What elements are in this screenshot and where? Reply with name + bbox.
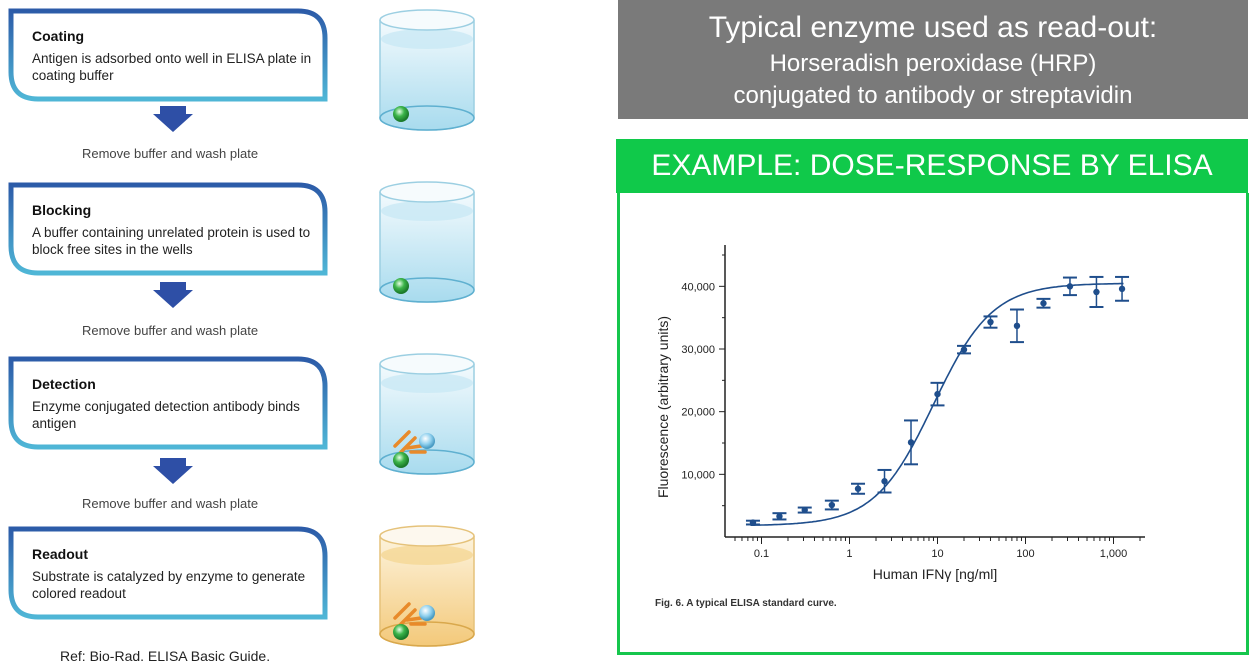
step-frame	[8, 356, 328, 450]
well-blocking-illustration	[379, 181, 475, 303]
step-description: Antigen is adsorbed onto well in ELISA p…	[32, 51, 312, 83]
well-detection-illustration	[379, 353, 475, 475]
dose-response-chart: 0.1 1 10 100 1,000 10,000 20,000 30,000 40,000 H…	[655, 245, 1145, 582]
y-tick-label: 30,000	[681, 344, 715, 356]
wash-step-label: Remove buffer and wash plate	[81, 323, 259, 338]
step-description: Enzyme conjugated detection antibody bin…	[32, 399, 300, 431]
step-title: Detection	[32, 376, 96, 392]
step-blocking: Blocking A buffer containing unrelated p…	[8, 182, 328, 276]
data-point	[1040, 300, 1047, 307]
step-title: Coating	[32, 28, 85, 44]
antibody-icon	[393, 602, 427, 626]
y-axis-label: Fluorescence (arbitrary units)	[655, 316, 671, 498]
y-tick-label: 40,000	[681, 281, 715, 293]
well-readout-illustration	[379, 525, 475, 647]
data-point	[828, 501, 836, 509]
example-banner: EXAMPLE: DOSE-RESPONSE BY ELISA	[616, 139, 1248, 193]
step-title: Readout	[32, 546, 88, 562]
step-title: Blocking	[32, 202, 92, 218]
data-point	[881, 478, 888, 485]
wash-step-label: Remove buffer and wash plate	[81, 146, 259, 161]
step-frame	[8, 8, 328, 102]
data-point	[1118, 285, 1126, 293]
x-tick-label: 100	[1016, 548, 1034, 560]
chart-frame	[617, 193, 1249, 655]
y-tick-label: 10,000	[681, 469, 715, 481]
step-description: Substrate is catalyzed by enzyme to gene…	[32, 569, 306, 601]
antigen-icon	[393, 278, 409, 294]
antigen-icon	[393, 106, 409, 122]
well-coating-illustration	[379, 9, 475, 131]
info-line: conjugated to antibody or streptavidin	[733, 82, 1133, 109]
info-line: Horseradish peroxidase (HRP)	[769, 50, 1097, 77]
antigen-icon	[393, 624, 409, 640]
step-frame	[8, 182, 328, 276]
data-point	[987, 318, 994, 326]
y-tick-label: 20,000	[681, 407, 715, 419]
data-point	[749, 519, 757, 526]
data-point	[1066, 283, 1074, 290]
x-tick-label: 1	[846, 548, 852, 560]
reference-text: Ref: Bio-Rad. ELISA Basic Guide.	[60, 648, 271, 664]
down-arrow-icon	[153, 106, 193, 132]
data-point	[1013, 322, 1021, 330]
x-tick-label: 0.1	[754, 548, 769, 560]
step-coating: Coating Antigen is adsorbed onto well in…	[8, 8, 328, 102]
down-arrow-icon	[153, 458, 193, 484]
data-point	[934, 390, 941, 398]
data-points	[745, 275, 1130, 526]
step-detection: Detection Enzyme conjugated detection an…	[8, 356, 328, 450]
x-tick-label: 10	[931, 548, 943, 560]
x-tick-label: 1,000	[1100, 548, 1128, 560]
antibody-icon	[393, 430, 427, 454]
chart-axes: 0.1 1 10 100 1,000 10,000 20,000 30,000 40,000	[681, 245, 1145, 560]
step-frame	[8, 526, 328, 620]
x-axis-label: Human IFNγ [ng/ml]	[873, 566, 997, 582]
data-point	[854, 485, 862, 492]
data-point	[1093, 288, 1100, 296]
step-description: A buffer containing unrelated protein is…	[32, 225, 311, 257]
enzyme-icon	[419, 433, 435, 449]
wash-step-label: Remove buffer and wash plate	[81, 496, 259, 511]
down-arrow-icon	[153, 282, 193, 308]
data-point	[776, 513, 783, 520]
data-point	[801, 506, 808, 514]
info-heading: Typical enzyme used as read-out:	[708, 11, 1158, 44]
antigen-icon	[393, 452, 409, 468]
data-point	[960, 346, 968, 353]
readout-info-box: Typical enzyme used as read-out: Horsera…	[618, 0, 1248, 119]
step-readout: Readout Substrate is catalyzed by enzyme…	[8, 526, 328, 620]
data-point	[907, 439, 915, 446]
enzyme-icon	[419, 605, 435, 621]
figure-caption: Fig. 6. A typical ELISA standard curve.	[655, 598, 837, 609]
